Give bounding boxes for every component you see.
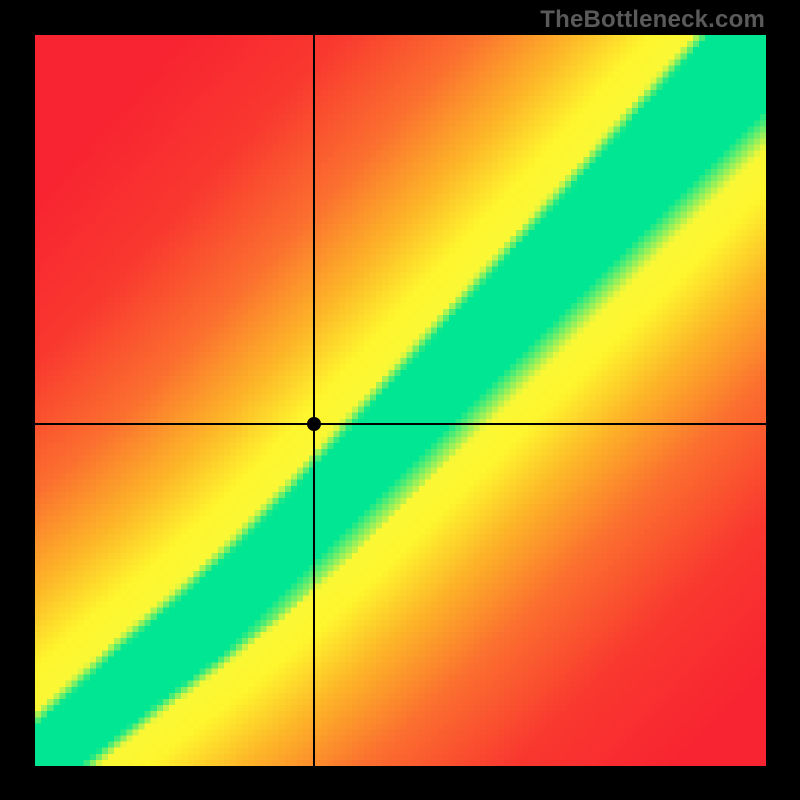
crosshair-vertical — [313, 35, 315, 766]
plot-area — [35, 35, 766, 766]
heatmap-canvas — [35, 35, 766, 766]
watermark-text: TheBottleneck.com — [540, 6, 765, 34]
crosshair-horizontal — [35, 423, 766, 425]
